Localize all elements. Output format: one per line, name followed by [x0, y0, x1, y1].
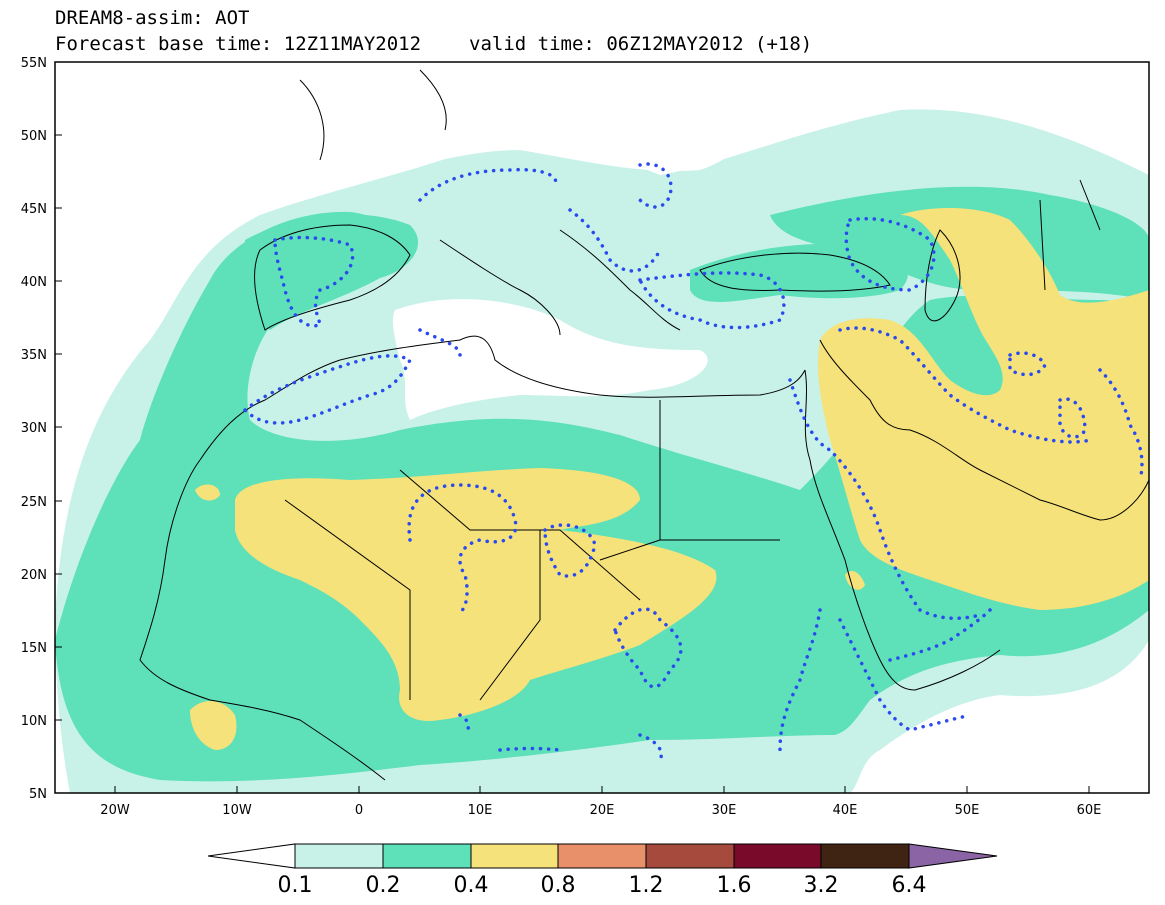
aot-field-0.4-gulf-of-guinea [190, 700, 237, 750]
colorbar-label: 0.1 [278, 873, 313, 898]
lon-label: 20E [590, 803, 615, 818]
colorbar-bin [382, 843, 472, 869]
map-panel [55, 62, 1149, 793]
lat-label: 5N [29, 787, 47, 802]
valid-time: valid time: 06Z12MAY2012 (+18) [469, 33, 813, 55]
colorbar-bin [820, 843, 910, 869]
aot-clear-mediterranean [392, 299, 708, 420]
colorbar-label: 1.6 [717, 873, 752, 898]
colorbar-bin [645, 843, 735, 869]
lat-label: 55N [21, 56, 47, 71]
lat-label: 40N [21, 275, 47, 290]
axis-ticks [55, 134, 1090, 793]
lon-label: 50E [955, 803, 980, 818]
colorbar-over-arrow [908, 843, 998, 869]
lat-label: 20N [21, 568, 47, 583]
colorbar-label: 3.2 [804, 873, 839, 898]
lat-label: 15N [21, 641, 47, 656]
lon-label: 30E [712, 803, 737, 818]
colorbar-label: 0.4 [454, 873, 489, 898]
lat-label: 25N [21, 495, 47, 510]
aot-clear-europe [326, 62, 764, 180]
longitude-labels: 20W 10W 0 10E 20E 30E 40E 50E 60E [100, 803, 1101, 818]
lat-label: 35N [21, 348, 47, 363]
aot-field-0.4-west-coast [195, 484, 220, 501]
colorbar-bin [470, 843, 559, 869]
colorbar-label: 0.2 [366, 873, 401, 898]
lon-label: 0 [355, 803, 363, 818]
colorbar [207, 843, 998, 869]
aot-contours [242, 162, 1144, 762]
aot-field-0.4-sahara [235, 468, 717, 721]
forecast-time-line: Forecast base time: 12Z11MAY2012 valid ti… [55, 34, 812, 54]
colorbar-labels: 0.1 0.2 0.4 0.8 1.2 1.6 3.2 6.4 [278, 873, 927, 898]
latitude-labels: 55N 50N 45N 40N 35N 30N 25N 20N 15N 10N … [21, 56, 47, 802]
colorbar-bin [733, 843, 822, 869]
colorbar-bin [557, 843, 647, 869]
colorbar-label: 0.8 [541, 873, 576, 898]
lon-label: 10E [468, 803, 493, 818]
colorbar-label: 6.4 [892, 873, 927, 898]
lat-label: 50N [21, 129, 47, 144]
map-title: DREAM8-assim: AOT [55, 7, 250, 29]
lon-label: 40E [833, 803, 858, 818]
colorbar-label: 1.2 [629, 873, 664, 898]
lon-label: 20W [100, 803, 130, 818]
lat-label: 45N [21, 202, 47, 217]
base-time: Forecast base time: 12Z11MAY2012 [55, 33, 422, 55]
aot-field-0.4-arabia [818, 208, 1149, 610]
aot-field-0.4-red-sea [845, 570, 865, 590]
lat-label: 10N [21, 714, 47, 729]
lat-label: 30N [21, 421, 47, 436]
colorbar-bin [294, 843, 384, 869]
lon-label: 10W [222, 803, 252, 818]
lon-label: 60E [1077, 803, 1102, 818]
colorbar-under-arrow [207, 843, 296, 869]
coastlines [139, 69, 1149, 781]
